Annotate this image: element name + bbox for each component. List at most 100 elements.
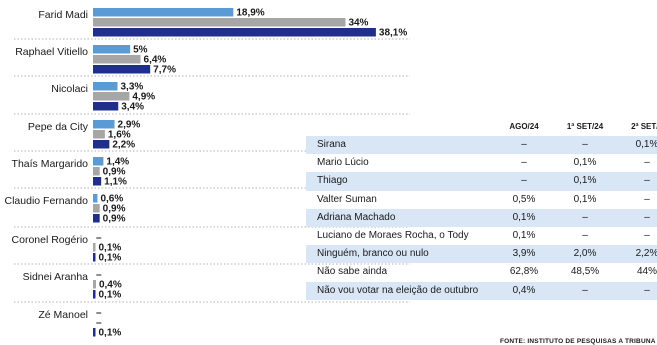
bar-value-label: 1,1% — [104, 177, 127, 188]
row-value: 0,1% — [635, 139, 657, 150]
bar-value-label: 4,9% — [132, 92, 155, 103]
bar — [93, 18, 346, 27]
row-label: Luciano de Moraes Rocha, o Tody — [317, 229, 469, 241]
row-value: – — [521, 175, 527, 187]
candidate-label: Claudio Fernando — [5, 195, 89, 207]
candidate-label: Coronel Rogério — [12, 234, 89, 246]
row-value: 2,2% — [635, 248, 657, 260]
bar-value-label: 0,6% — [100, 194, 123, 205]
bar — [93, 243, 96, 252]
bar-value-label: 0,1% — [99, 253, 122, 264]
column-header-ago24: AGO/24 — [509, 122, 539, 131]
row-value: – — [521, 139, 527, 150]
row-value: – — [644, 229, 650, 241]
bar-value-label: 0,9% — [103, 214, 126, 225]
table-row: Ninguém, branco ou nulo 3,9% 2,0% 2,2% — [306, 245, 657, 264]
row-label: Não vou votar na eleição de outubro — [317, 284, 479, 296]
bar — [93, 167, 100, 176]
bar-value-label: 3,3% — [121, 82, 144, 93]
bar — [93, 194, 98, 203]
row-label: Não sabe ainda — [317, 266, 388, 278]
row-value: 0,1% — [573, 193, 597, 205]
row-value: 0,1% — [573, 157, 597, 169]
row-label: Mario Lúcio — [317, 157, 369, 169]
bar — [93, 120, 115, 129]
bar — [93, 253, 96, 262]
table-row: Valter Suman 0,5% 0,1% – — [306, 191, 657, 209]
bar — [93, 55, 141, 64]
bar-value-label: 5% — [133, 45, 148, 56]
candidate-label: Thaís Margarido — [12, 158, 89, 170]
bar — [93, 140, 110, 149]
row-value: – — [582, 284, 588, 296]
bar — [93, 45, 131, 54]
bar — [93, 204, 100, 213]
bar-value-label: 18,9% — [236, 8, 264, 19]
row-value: 3,9% — [512, 248, 536, 260]
bar-value-label: 0,1% — [99, 328, 122, 339]
row-label: Valter Suman — [317, 193, 377, 205]
table-row: Mario Lúcio – 0,1% – — [306, 154, 657, 172]
table-row: Luciano de Moraes Rocha, o Tody 0,1% – – — [306, 227, 657, 245]
column-header-1set24: 1ª SET/24 — [566, 122, 604, 131]
table-row: Adriana Machado 0,1% – – — [306, 208, 657, 227]
bar-value-label: 2,2% — [112, 140, 135, 151]
row-value: 0,4% — [512, 284, 536, 296]
bar — [93, 328, 96, 337]
row-value: 0,1% — [512, 229, 536, 241]
row-value: – — [644, 284, 650, 296]
candidate-label: Pepe da City — [28, 121, 89, 133]
bar — [93, 82, 118, 91]
row-value: 44% — [636, 266, 657, 278]
source-note: FONTE: INSTITUTO DE PESQUISAS A TRIBUNA — [500, 338, 656, 345]
bar — [93, 280, 96, 289]
candidate-label: Zé Manoel — [38, 309, 88, 321]
bar — [93, 214, 100, 223]
bar-value-label: 1,4% — [106, 157, 129, 168]
bar-value-label: 3,4% — [121, 102, 144, 113]
bar — [93, 290, 96, 299]
table-row: Não vou votar na eleição de outubro 0,4% –… — [306, 281, 657, 300]
bar — [93, 65, 151, 74]
bar-value-label: 0,9% — [103, 204, 126, 215]
column-header-2set24: 2ª SET/2 — [631, 122, 657, 131]
bar-value-label: – — [96, 308, 102, 319]
row-value: – — [582, 229, 588, 241]
candidate-label: Raphael Vitiello — [15, 46, 88, 58]
candidate-label: Sidnei Aranha — [23, 271, 89, 283]
bar — [93, 157, 104, 166]
bar-value-label: 0,1% — [99, 243, 122, 254]
bar-value-label: – — [96, 270, 102, 281]
bar — [93, 8, 234, 17]
bar-value-label: 1,6% — [108, 130, 131, 141]
candidate-label: Nicolaci — [51, 83, 88, 95]
bar-value-label: 0,4% — [99, 280, 122, 291]
row-value: 0,5% — [512, 193, 536, 205]
row-label: Adriana Machado — [317, 211, 396, 223]
bar-value-label: – — [96, 318, 102, 329]
bar — [93, 102, 119, 111]
bar — [93, 130, 105, 139]
row-label: Sirana — [317, 139, 346, 150]
row-label: Thiago — [317, 175, 348, 187]
bar-value-label: 38,1% — [379, 28, 407, 39]
bar — [93, 28, 376, 37]
row-value: 48,5% — [570, 266, 600, 278]
row-label: Ninguém, branco ou nulo — [317, 248, 429, 260]
bar-value-label: 0,1% — [99, 290, 122, 301]
bar-value-label: 0,9% — [103, 167, 126, 178]
row-value: – — [644, 157, 650, 169]
row-value: – — [644, 175, 650, 187]
table-row: Thiago – 0,1% – — [306, 172, 657, 191]
table-header: AGO/24 1ª SET/24 2ª SET/2 — [306, 118, 657, 136]
row-value: – — [644, 193, 650, 205]
row-value: – — [521, 157, 527, 169]
bar — [93, 177, 102, 186]
row-value: 62,8% — [509, 266, 539, 278]
bar-value-label: – — [96, 233, 102, 244]
table-row: Sirana – – 0,1% — [306, 136, 657, 155]
row-value: – — [582, 211, 588, 223]
bar-value-label: 34% — [348, 18, 368, 29]
bar-value-label: 7,7% — [153, 65, 176, 76]
